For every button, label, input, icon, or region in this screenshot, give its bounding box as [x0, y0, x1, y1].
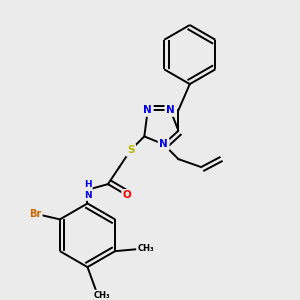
Text: O: O: [123, 190, 132, 200]
Text: H
N: H N: [84, 180, 91, 200]
Text: CH₃: CH₃: [94, 291, 111, 300]
Text: CH₃: CH₃: [137, 244, 154, 253]
Text: N: N: [159, 139, 168, 149]
Text: Br: Br: [29, 209, 41, 219]
Text: S: S: [127, 145, 134, 155]
Text: N: N: [166, 105, 175, 115]
Text: N: N: [143, 105, 152, 115]
